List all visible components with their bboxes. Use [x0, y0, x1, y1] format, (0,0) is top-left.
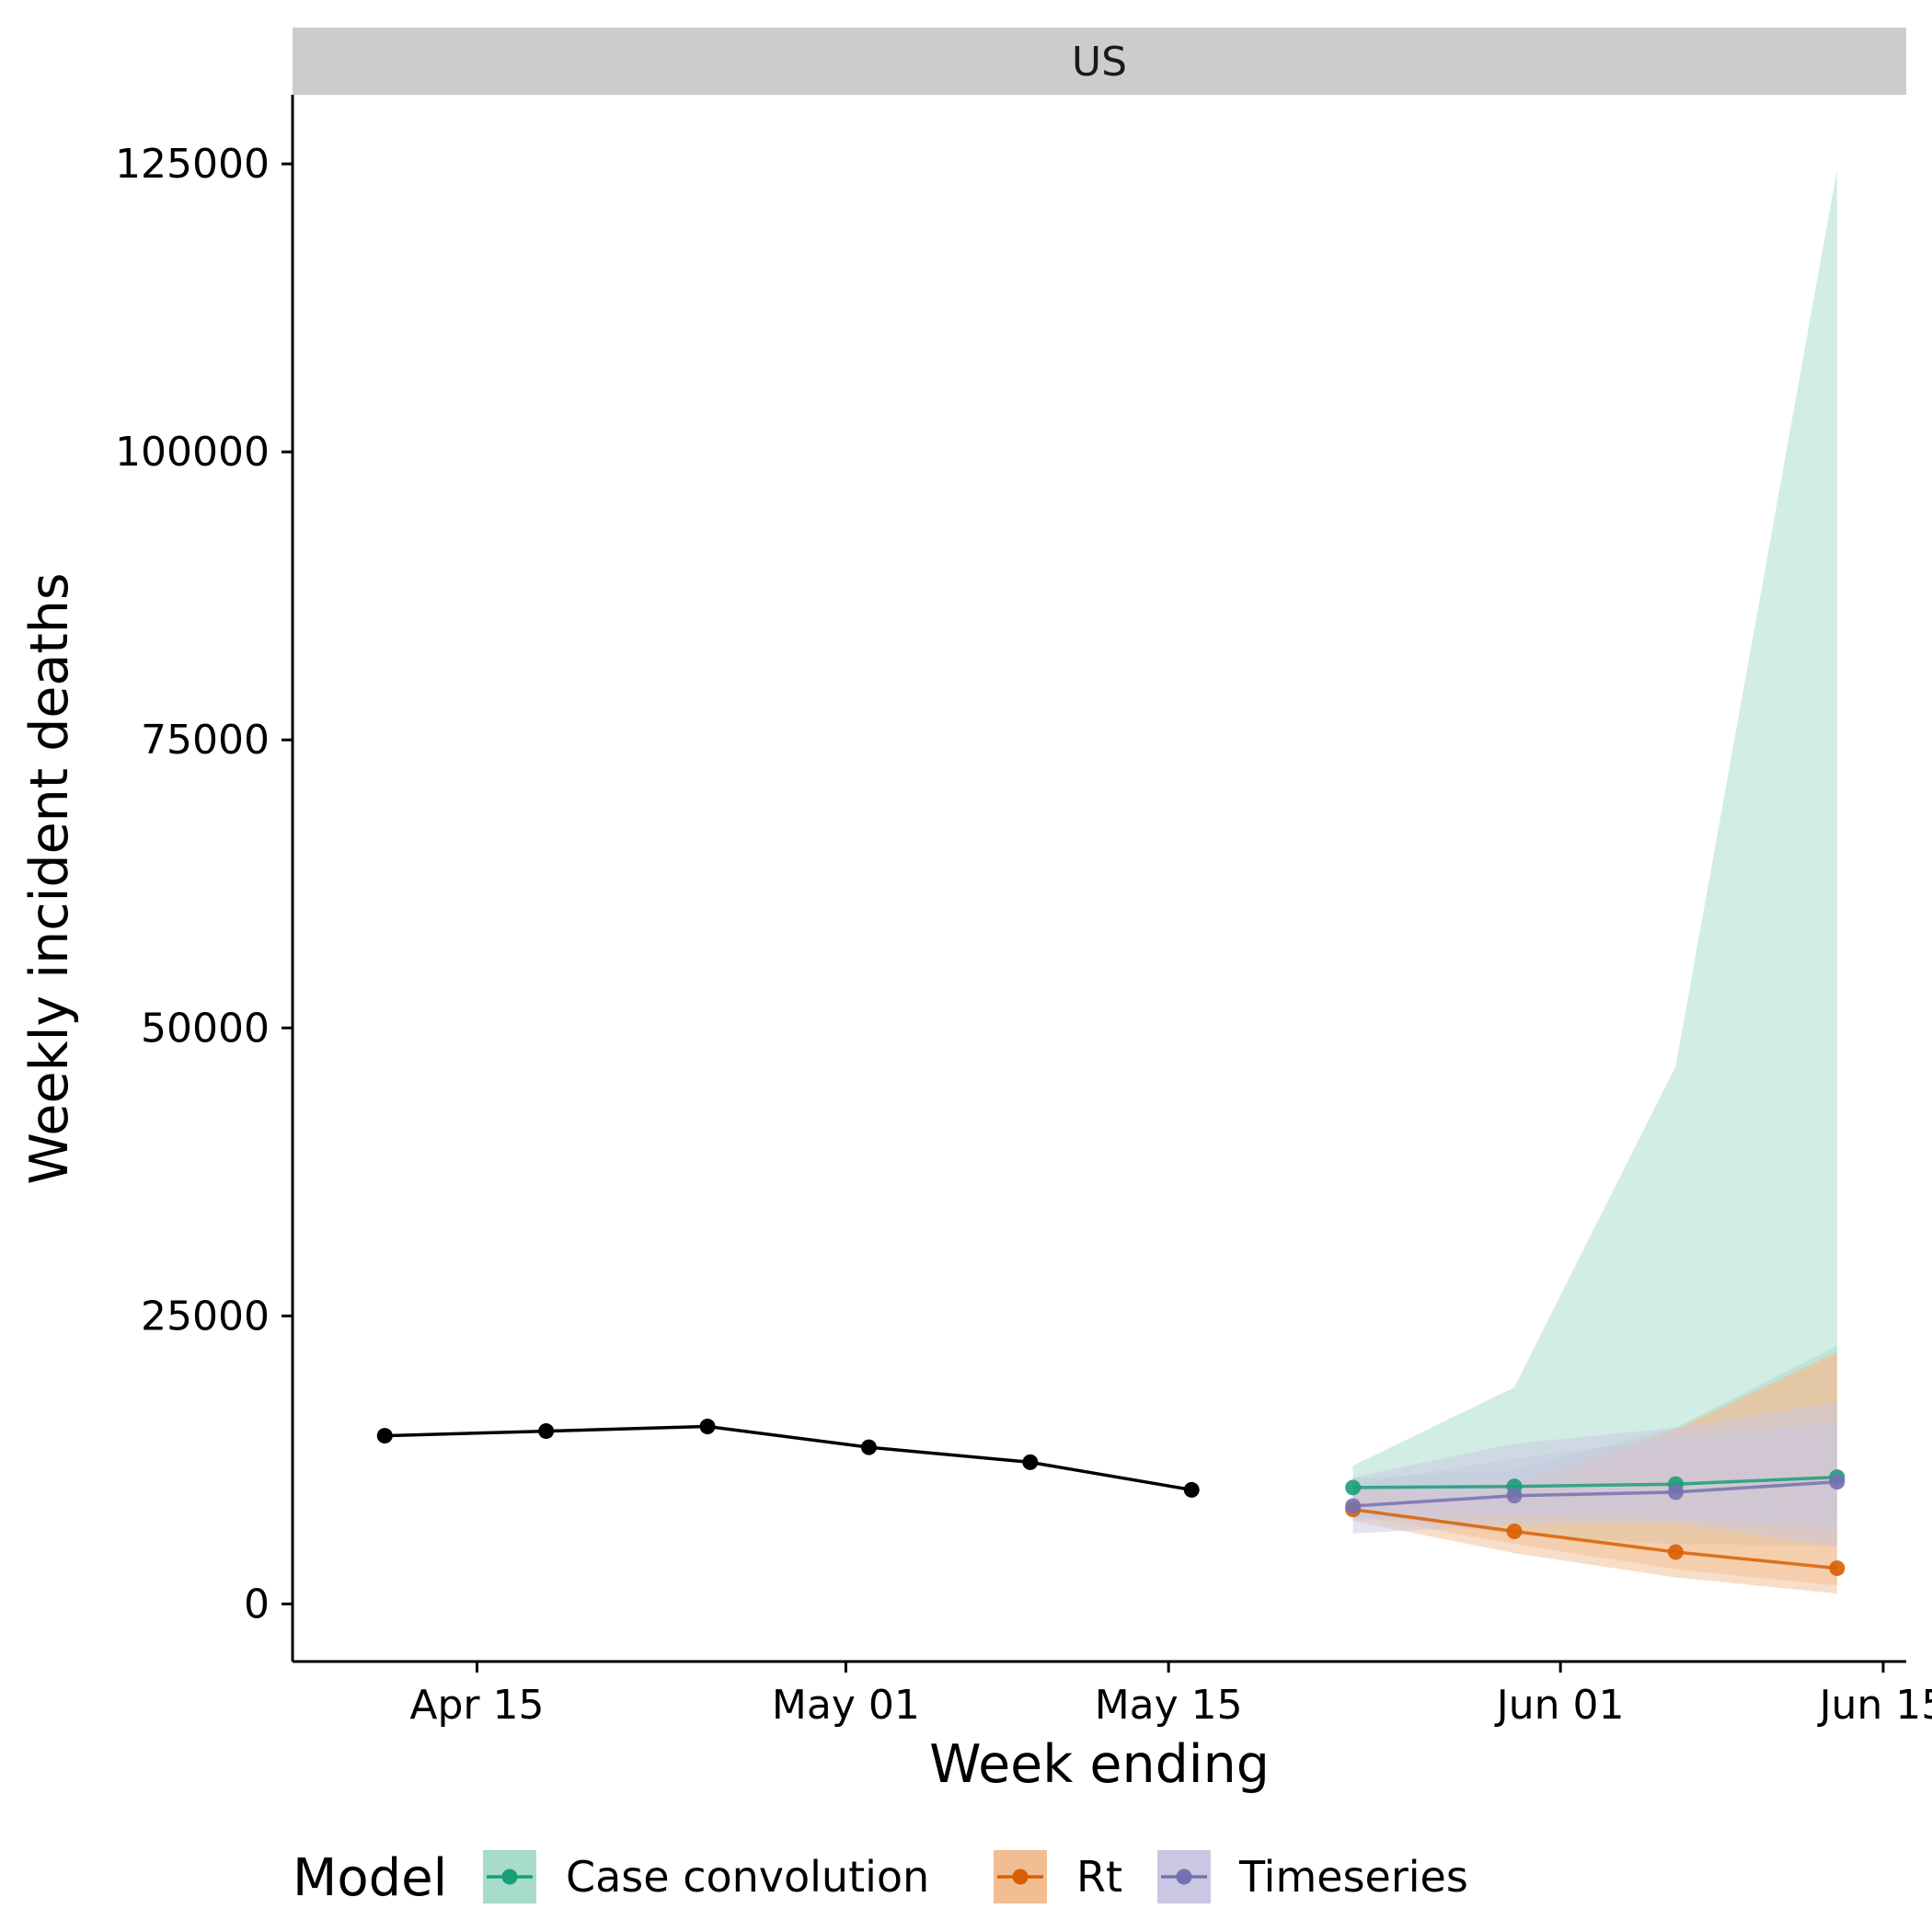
- y-tick-label: 0: [244, 1581, 270, 1627]
- y-axis-title: Weekly incident deaths: [19, 572, 80, 1184]
- band-inner-timeseries: [1352, 1422, 1837, 1528]
- legend-key-point: [501, 1869, 518, 1885]
- point-rt: [1829, 1560, 1846, 1577]
- point-case-convolution: [1345, 1479, 1362, 1496]
- observed-point: [376, 1428, 393, 1444]
- legend-title: Model: [293, 1848, 447, 1908]
- x-tick-label: Jun 15: [1817, 1682, 1932, 1729]
- point-timeseries: [1345, 1498, 1362, 1514]
- x-axis-title: Week ending: [929, 1734, 1270, 1795]
- y-tick-label: 25000: [141, 1293, 270, 1340]
- legend-label-rt: Rt: [1076, 1852, 1122, 1902]
- point-timeseries: [1829, 1474, 1846, 1490]
- x-axis-ticks: Apr 15 May 01 May 15 Jun 01 Jun 15: [409, 1662, 1932, 1729]
- line-rt: [1352, 1507, 1837, 1570]
- uncertainty-bands: [1352, 169, 1837, 1594]
- observed-point: [699, 1419, 716, 1435]
- legend-key-point: [1012, 1869, 1029, 1885]
- legend-label-timeseries: Timeseries: [1238, 1852, 1468, 1902]
- x-tick-label: Apr 15: [409, 1682, 544, 1729]
- line-timeseries: [1352, 1479, 1837, 1508]
- legend-entries: Case convolution Rt Timeseries: [483, 1850, 1468, 1903]
- facet-strip: [293, 28, 1906, 95]
- observed-point: [538, 1423, 555, 1440]
- point-timeseries: [1506, 1488, 1523, 1504]
- point-rt: [1506, 1524, 1523, 1540]
- legend-label-case-convolution: Case convolution: [566, 1852, 929, 1902]
- legend: Model Case convolution Rt Timeseries: [293, 1848, 1468, 1908]
- y-tick-label: 100000: [115, 429, 270, 476]
- point-timeseries: [1667, 1484, 1684, 1501]
- y-axis-ticks: 0 25000 50000 75000 100000 125000: [115, 141, 293, 1627]
- observed-point: [1183, 1481, 1200, 1498]
- observed-line: [385, 1424, 1192, 1492]
- facet-strip-label: US: [1072, 39, 1127, 86]
- legend-item-rt: Rt: [994, 1850, 1122, 1903]
- y-tick-label: 75000: [141, 717, 270, 764]
- observed-point: [1022, 1454, 1039, 1470]
- y-tick-label: 125000: [115, 141, 270, 188]
- band-outer-case-convolution: [1352, 169, 1837, 1547]
- x-tick-label: May 15: [1095, 1682, 1243, 1729]
- line-case-convolution: [1352, 1475, 1837, 1489]
- legend-item-timeseries: Timeseries: [1157, 1850, 1468, 1903]
- point-rt: [1667, 1544, 1684, 1560]
- legend-item-case-convolution: Case convolution: [483, 1850, 929, 1903]
- observed-point: [860, 1439, 877, 1455]
- y-tick-label: 50000: [141, 1005, 270, 1052]
- x-tick-label: Jun 01: [1494, 1682, 1625, 1729]
- x-tick-label: May 01: [772, 1682, 920, 1729]
- legend-key-point: [1176, 1869, 1192, 1885]
- series-lines: [385, 1424, 1837, 1570]
- series-points: [376, 1419, 1846, 1577]
